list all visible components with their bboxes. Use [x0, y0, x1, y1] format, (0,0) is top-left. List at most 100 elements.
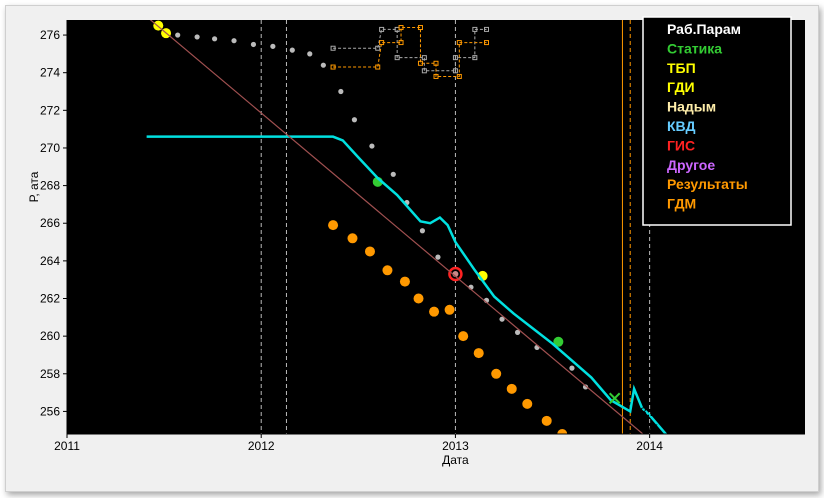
- legend-item: ТБП: [667, 60, 696, 76]
- data-series: [146, 20, 668, 440]
- step-point: [379, 26, 385, 32]
- x-axis-label: Дата: [442, 453, 469, 467]
- x-tick-label: 2014: [636, 439, 663, 453]
- legend: Раб.Парам Статика ТБП ГДИ Надым КВД ГИС Другое Р…: [642, 16, 792, 226]
- legend-item: ГДИ: [667, 79, 695, 95]
- step-point: [433, 73, 439, 79]
- y-tick-label: 270: [40, 141, 60, 155]
- gray-dot: [191, 435, 196, 440]
- step-point: [379, 40, 385, 46]
- data-point: [413, 293, 424, 304]
- y-axis-label: Р, ата: [27, 171, 41, 202]
- annotation-value: -8.2: [636, 405, 657, 419]
- x-tick-label: 2011: [54, 439, 80, 453]
- gray-dot: [514, 329, 521, 335]
- step-point: [330, 45, 336, 51]
- gray-dot: [204, 435, 209, 440]
- legend-item: Другое: [667, 157, 715, 173]
- gray-dot: [390, 171, 396, 177]
- step-point: [421, 68, 427, 74]
- step-point: [417, 60, 423, 66]
- step-point: [452, 68, 458, 74]
- gray-dot: [177, 435, 182, 440]
- step-point: [398, 25, 404, 31]
- gray-dot: [289, 47, 295, 53]
- data-point: [506, 383, 517, 394]
- y-tick-label: 266: [40, 216, 60, 230]
- step-point: [452, 55, 458, 61]
- gray-dot: [419, 228, 426, 234]
- gray-dot: [212, 36, 218, 42]
- axes: 256 258 260 262 264 266 268 270 272 274 276 2011 201…: [40, 20, 805, 453]
- step-point: [483, 26, 489, 32]
- step-point: [483, 40, 489, 46]
- data-point: [364, 246, 375, 257]
- gray-dot: [582, 384, 589, 390]
- step-point: [330, 64, 336, 70]
- y-tick-label: 258: [40, 367, 60, 381]
- data-point: [522, 398, 533, 409]
- step-point: [375, 64, 381, 70]
- data-point: [473, 348, 484, 359]
- legend-item: Раб.Парам: [667, 21, 741, 37]
- x-tick-label: 2012: [248, 439, 275, 453]
- gray-dot: [307, 51, 313, 57]
- gray-dot: [435, 254, 441, 260]
- gray-dot: [231, 435, 236, 440]
- gray-dot: [231, 38, 237, 44]
- data-point: [557, 429, 568, 434]
- step-line: [333, 28, 487, 72]
- gis-point: [448, 266, 463, 282]
- step-line: [333, 27, 487, 77]
- annotation-label: -а/т: [638, 420, 658, 434]
- y-tick-label: 268: [40, 179, 60, 193]
- y-tick-label: 256: [40, 404, 60, 418]
- data-point: [399, 276, 410, 287]
- legend-item: КВД: [667, 118, 695, 134]
- gridlines: [260, 20, 651, 434]
- step-point: [375, 45, 381, 51]
- legend-item: ГИС: [667, 137, 695, 153]
- x-tick-label: 2013: [442, 439, 469, 453]
- data-point: [429, 306, 440, 317]
- gray-dot: [167, 435, 172, 440]
- data-point: [382, 265, 393, 276]
- y-tick-label: 276: [40, 28, 60, 42]
- gray-dot: [369, 143, 375, 149]
- step-point: [398, 40, 404, 46]
- data-point: [347, 233, 358, 244]
- pressure-line: [146, 135, 668, 434]
- step-point: [472, 26, 478, 32]
- gray-dot: [175, 32, 181, 38]
- y-tick-label: 262: [40, 292, 60, 306]
- y-tick-label: 264: [40, 254, 60, 268]
- step-point: [472, 55, 478, 61]
- gray-dot: [250, 41, 257, 48]
- step-point: [456, 73, 462, 79]
- gray-dot: [194, 34, 200, 40]
- x-marker: [608, 392, 621, 404]
- legend-item: ГДМ: [667, 196, 696, 212]
- gray-dot: [569, 365, 575, 371]
- gray-dot: [338, 88, 344, 95]
- y-tick-label: 272: [40, 103, 60, 117]
- gray-dot: [499, 316, 505, 322]
- gray-dot: [351, 117, 358, 123]
- data-point: [491, 368, 502, 379]
- data-point: [553, 336, 564, 347]
- legend-item: Результаты: [667, 176, 748, 192]
- step-point: [456, 40, 462, 46]
- step-point: [394, 55, 400, 61]
- legend-box: [642, 16, 792, 226]
- step-point: [417, 25, 423, 31]
- y-tick-label: 274: [40, 66, 60, 80]
- gray-dot: [284, 435, 289, 440]
- trend-line: [149, 20, 644, 434]
- step-point: [421, 55, 427, 61]
- legend-item: Надым: [667, 99, 716, 115]
- gray-dot: [270, 43, 276, 49]
- gray-dot: [218, 435, 223, 440]
- step-point: [433, 60, 439, 66]
- y-tick-label: 260: [40, 329, 60, 343]
